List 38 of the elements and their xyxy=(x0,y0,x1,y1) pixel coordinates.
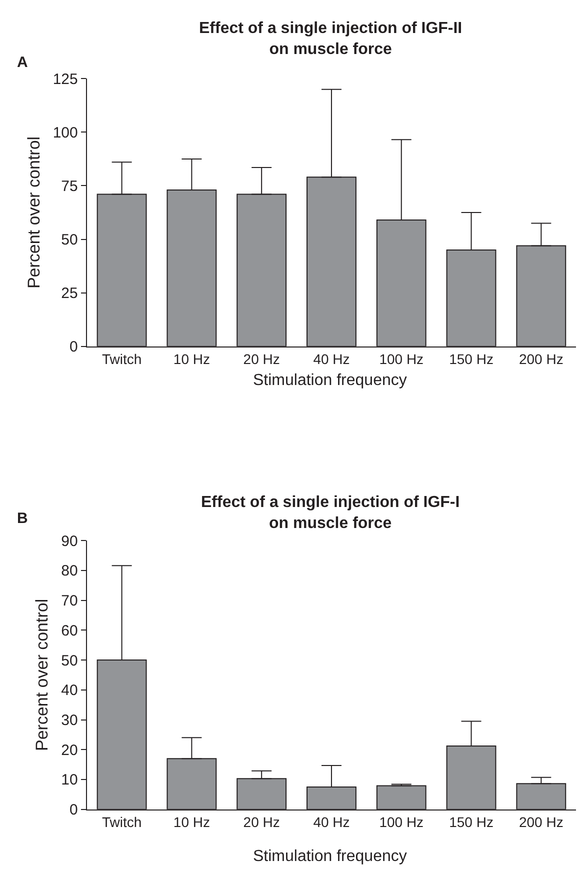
y-tick-label: 30 xyxy=(61,712,78,730)
x-tick-label: 150 Hz xyxy=(449,351,494,368)
y-tick-label: 50 xyxy=(61,652,78,670)
x-tick-label: 10 Hz xyxy=(173,351,210,368)
x-tick-label: 10 Hz xyxy=(173,814,210,830)
x-tick-label: 100 Hz xyxy=(379,814,424,830)
y-tick-label: 0 xyxy=(70,802,78,819)
y-tick-label: 70 xyxy=(61,592,78,610)
y-tick-label: 0 xyxy=(70,338,78,356)
y-tick-label: 10 xyxy=(61,772,78,789)
y-tick-label: 20 xyxy=(61,742,78,759)
x-tick-label: 100 Hz xyxy=(379,351,424,368)
y-tick-label: 60 xyxy=(61,622,78,640)
x-tick-label: Twitch xyxy=(102,351,142,368)
y-tick-label: 40 xyxy=(61,682,78,700)
x-tick-label: 20 Hz xyxy=(243,351,280,368)
y-axis-title: Percent over control xyxy=(32,598,52,752)
x-tick-label: 40 Hz xyxy=(313,814,350,830)
text: A xyxy=(17,54,28,71)
x-tick-label: 20 Hz xyxy=(243,814,280,830)
y-tick-label: 80 xyxy=(61,562,78,580)
x-tick-label: 200 Hz xyxy=(518,351,564,368)
y-tick-label: 100 xyxy=(52,124,78,142)
y-tick-label: 75 xyxy=(61,178,78,195)
chart-title: Effect of a single injection of IGF-I on muscle force xyxy=(201,494,460,532)
x-tick-label: 200 Hz xyxy=(518,814,564,830)
x-axis-title: Stimulation frequency xyxy=(253,372,407,389)
chart-title: Effect of a single injection of IGF-II on muscle force xyxy=(199,20,462,58)
y-tick-label: 25 xyxy=(61,285,78,302)
y-axis-title: Percent over control xyxy=(24,136,44,289)
y-tick-label: 90 xyxy=(61,532,78,550)
y-tick-label: 50 xyxy=(61,232,78,249)
x-tick-label: Twitch xyxy=(102,814,142,830)
x-tick-label: 40 Hz xyxy=(313,351,350,368)
text: B xyxy=(17,510,28,527)
x-axis-title: Stimulation frequency xyxy=(253,848,407,865)
y-tick-label: 125 xyxy=(52,70,78,88)
x-tick-label: 150 Hz xyxy=(449,814,494,830)
